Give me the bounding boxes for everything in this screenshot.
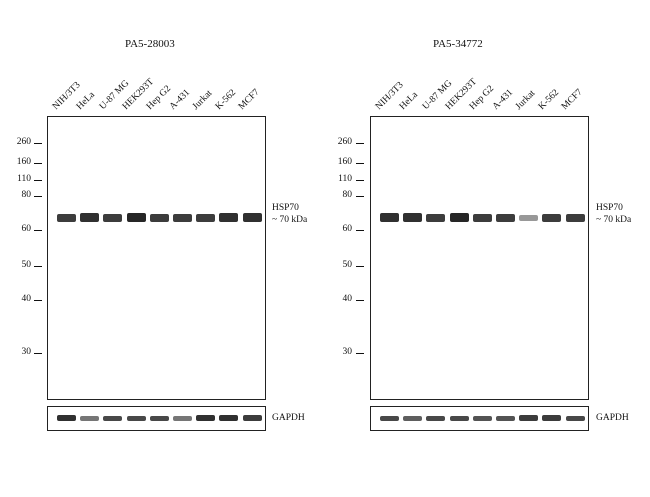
mw-label: 50: [342, 260, 353, 270]
mw-label: 40: [21, 294, 32, 304]
loading-control-label-2: GAPDH: [596, 413, 629, 423]
lane-label: HeLa: [397, 90, 420, 112]
mw-label: 60: [342, 224, 353, 234]
mw-label: 40: [342, 294, 353, 304]
target-name: HSP70: [272, 203, 299, 213]
lane-label: K-562: [213, 87, 239, 112]
mw-tick: [34, 143, 42, 144]
hsp70-band: [57, 213, 76, 222]
mw-tick: [34, 196, 42, 197]
gapdh-blot-1: [47, 406, 266, 431]
gapdh-band: [496, 415, 515, 421]
gapdh-band: [173, 415, 192, 421]
main-blot-2: [370, 116, 589, 400]
gapdh-band: [472, 415, 492, 421]
mw-tick: [356, 300, 364, 301]
panel-title-2: PA5-34772: [433, 38, 483, 50]
mw-tick: [356, 353, 364, 354]
lane-label: Jurkat: [190, 88, 215, 112]
gapdh-band: [219, 415, 239, 421]
hsp70-band: [426, 213, 446, 222]
target-name: HSP70: [596, 203, 623, 213]
hsp70-band: [472, 213, 492, 222]
gapdh-band: [565, 415, 585, 421]
mw-label: 160: [16, 157, 31, 167]
gapdh-band: [80, 415, 100, 421]
gapdh-band: [542, 415, 562, 421]
target-size: ~ 70 kDa: [272, 215, 308, 225]
mw-label: 260: [16, 137, 31, 147]
mw-tick: [34, 230, 42, 231]
mw-label: 110: [17, 174, 31, 184]
mw-tick: [356, 230, 364, 231]
mw-label: 80: [21, 190, 32, 200]
hsp70-band: [173, 213, 192, 222]
hsp70-band: [103, 213, 123, 222]
hsp70-band: [403, 213, 423, 222]
gapdh-band: [403, 415, 423, 421]
mw-tick: [34, 163, 42, 164]
mw-label: 260: [337, 137, 352, 147]
main-blot-1: [47, 116, 266, 400]
mw-tick: [34, 353, 42, 354]
mw-tick: [356, 266, 364, 267]
hsp70-band: [149, 213, 169, 222]
gapdh-band: [196, 415, 216, 421]
gapdh-band: [242, 415, 262, 421]
target-label-2: HSP70 ~ 70 kDa: [596, 202, 631, 226]
hsp70-band: [449, 213, 469, 222]
mw-label: 50: [21, 260, 32, 270]
target-label-1: HSP70 ~ 70 kDa: [272, 202, 307, 226]
hsp70-band: [80, 213, 100, 222]
hsp70-band: [380, 213, 399, 222]
mw-tick: [356, 163, 364, 164]
mw-tick: [356, 143, 364, 144]
hsp70-band: [242, 213, 262, 222]
mw-tick: [356, 196, 364, 197]
gapdh-band: [449, 415, 469, 421]
gapdh-band: [103, 415, 123, 421]
mw-label: 60: [21, 224, 32, 234]
lane-label: K-562: [536, 87, 562, 112]
gapdh-blot-2: [370, 406, 589, 431]
loading-control-label-1: GAPDH: [272, 413, 305, 423]
panel-title-1: PA5-28003: [125, 38, 175, 50]
lane-label: MCF7: [559, 87, 585, 112]
gapdh-band: [126, 415, 146, 421]
lane-label: MCF7: [236, 87, 262, 112]
lane-label: HeLa: [74, 90, 97, 112]
gapdh-band: [57, 415, 76, 421]
hsp70-band: [542, 213, 562, 222]
gapdh-band: [149, 415, 169, 421]
gapdh-band: [380, 415, 399, 421]
lane-label: Jurkat: [513, 88, 538, 112]
mw-tick: [34, 266, 42, 267]
mw-tick: [34, 180, 42, 181]
hsp70-band: [219, 213, 239, 222]
mw-label: 80: [342, 190, 353, 200]
mw-label: 30: [342, 347, 353, 357]
gapdh-band: [519, 415, 539, 421]
hsp70-band: [565, 213, 585, 222]
hsp70-band: [519, 214, 539, 221]
target-size: ~ 70 kDa: [596, 215, 632, 225]
mw-label: 30: [21, 347, 32, 357]
mw-tick: [356, 180, 364, 181]
hsp70-band: [496, 213, 515, 222]
hsp70-band: [126, 213, 146, 222]
mw-label: 110: [338, 174, 352, 184]
mw-label: 160: [337, 157, 352, 167]
mw-tick: [34, 300, 42, 301]
gapdh-band: [426, 415, 446, 421]
hsp70-band: [196, 213, 216, 222]
